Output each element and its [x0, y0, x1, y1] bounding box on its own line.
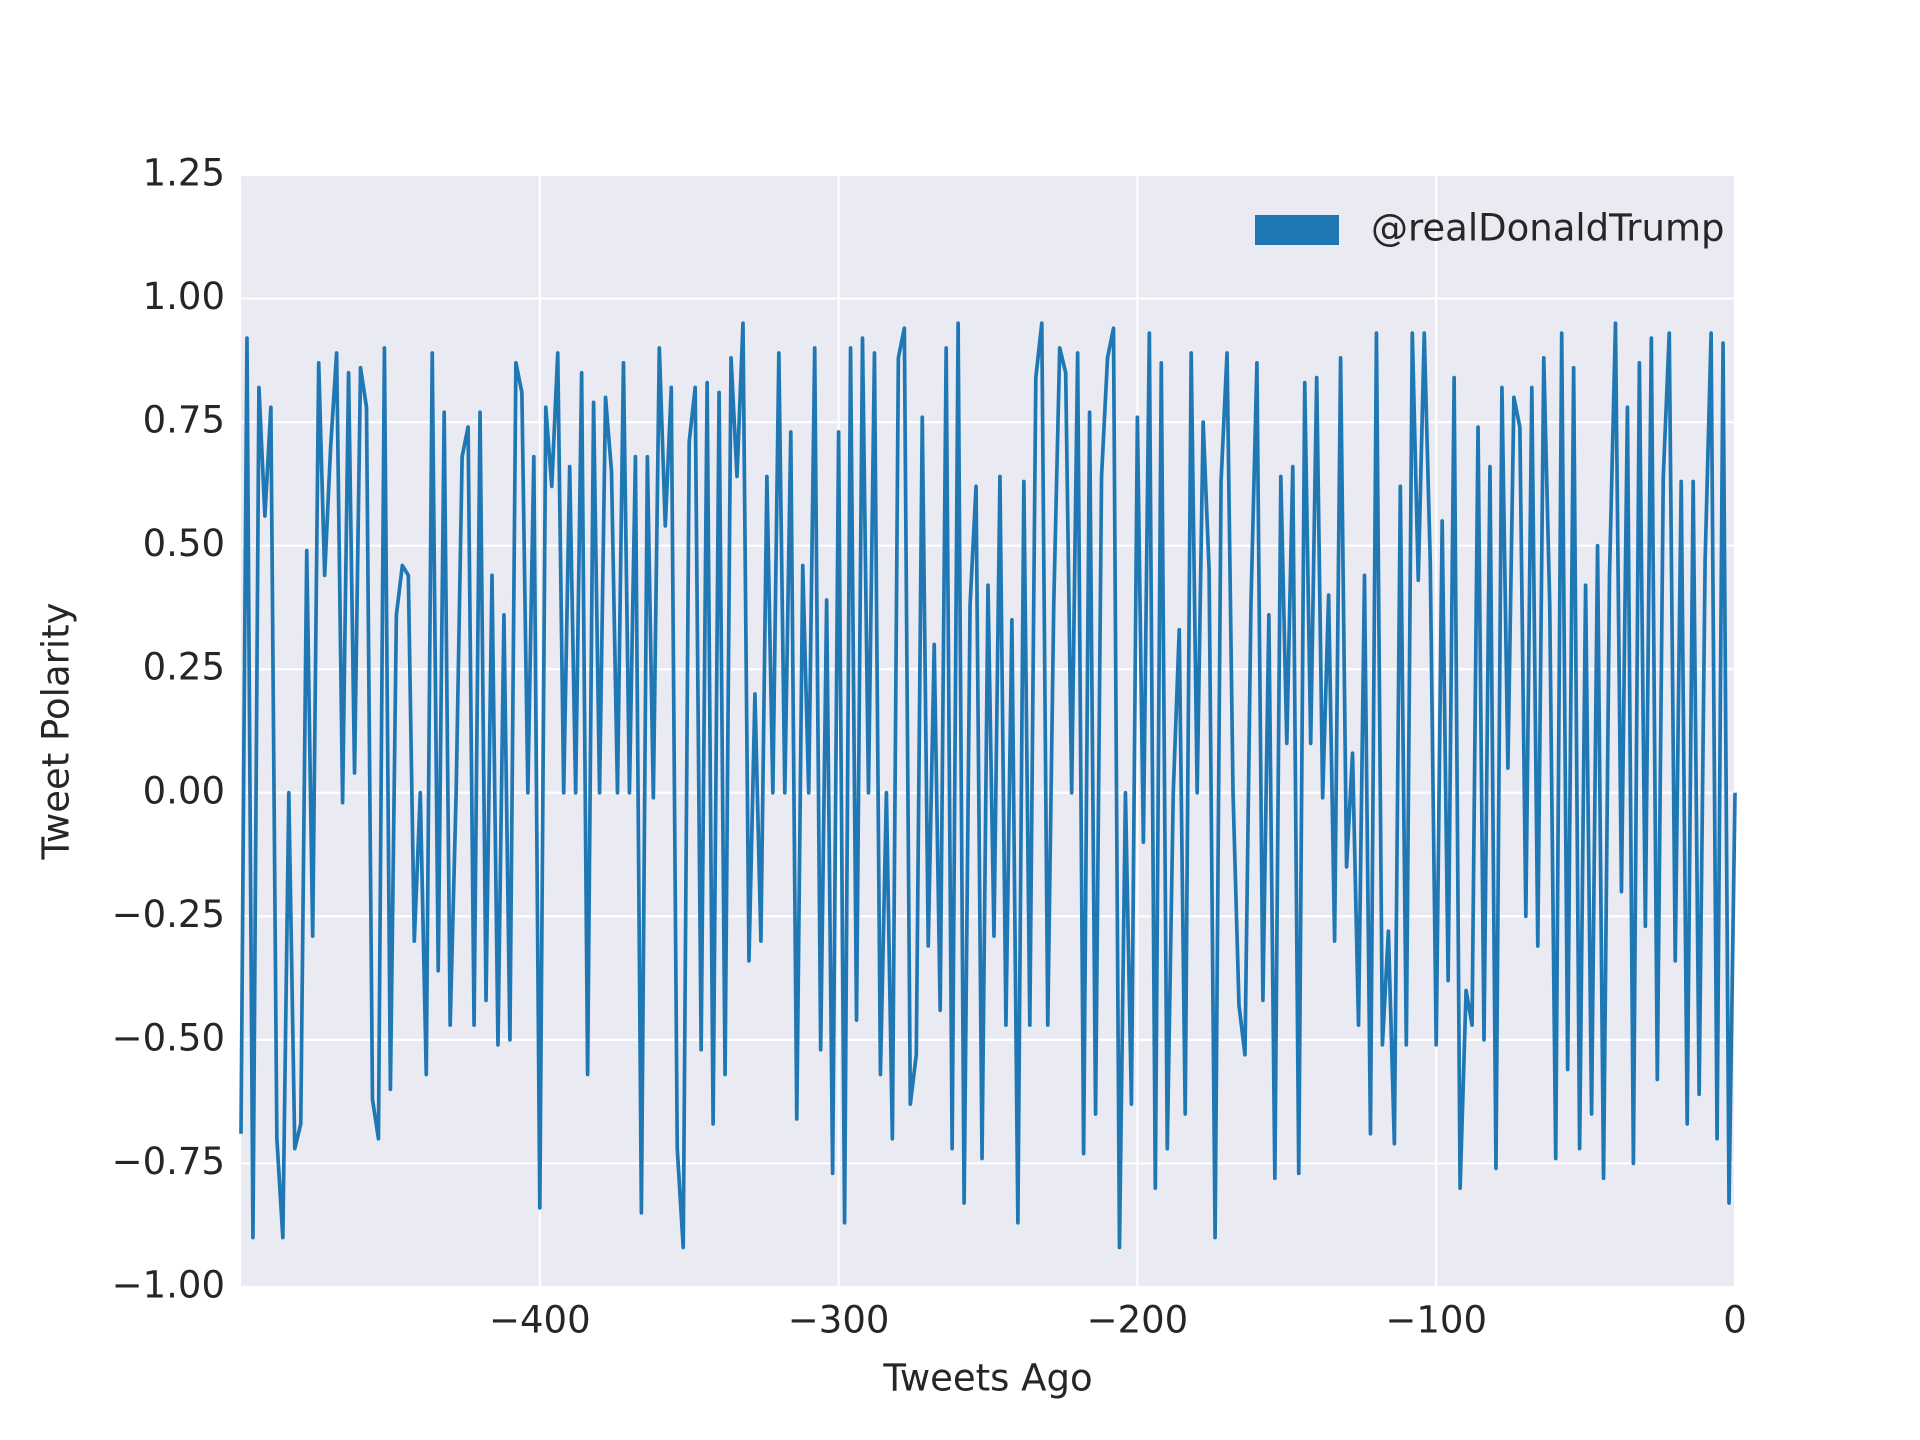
y-tick-label: 1.00: [143, 275, 225, 318]
data-line: [239, 321, 1737, 1250]
x-tick-label: −400: [489, 1299, 591, 1342]
legend-swatch: [1255, 215, 1339, 245]
y-tick-label: 0.50: [143, 522, 225, 565]
x-tick-label: −200: [1087, 1299, 1189, 1342]
legend-label: @realDonaldTrump: [1371, 207, 1725, 250]
y-tick-label: −0.50: [112, 1016, 225, 1059]
y-tick-label: 0.00: [143, 769, 225, 812]
y-tick-label: 0.75: [143, 399, 225, 442]
y-tick-label: 1.25: [143, 152, 225, 195]
x-tick-label: −100: [1385, 1299, 1487, 1342]
labels: −1.00 −0.75 −0.50 −0.25 0.00 0.25 0.50 0.75 1.00…: [112, 152, 1747, 1342]
y-tick-label: −0.25: [112, 893, 225, 936]
y-tick-label: −0.75: [112, 1140, 225, 1183]
x-tick-label: −300: [788, 1299, 890, 1342]
y-tick-label: −1.00: [112, 1264, 225, 1307]
y-tick-label: 0.25: [143, 646, 225, 689]
x-axis-label: Tweets Ago: [882, 1357, 1092, 1400]
x-tick-label: 0: [1723, 1299, 1747, 1342]
lines: [239, 321, 1737, 1250]
y-axis-label: Tweet Polarity: [35, 602, 78, 860]
